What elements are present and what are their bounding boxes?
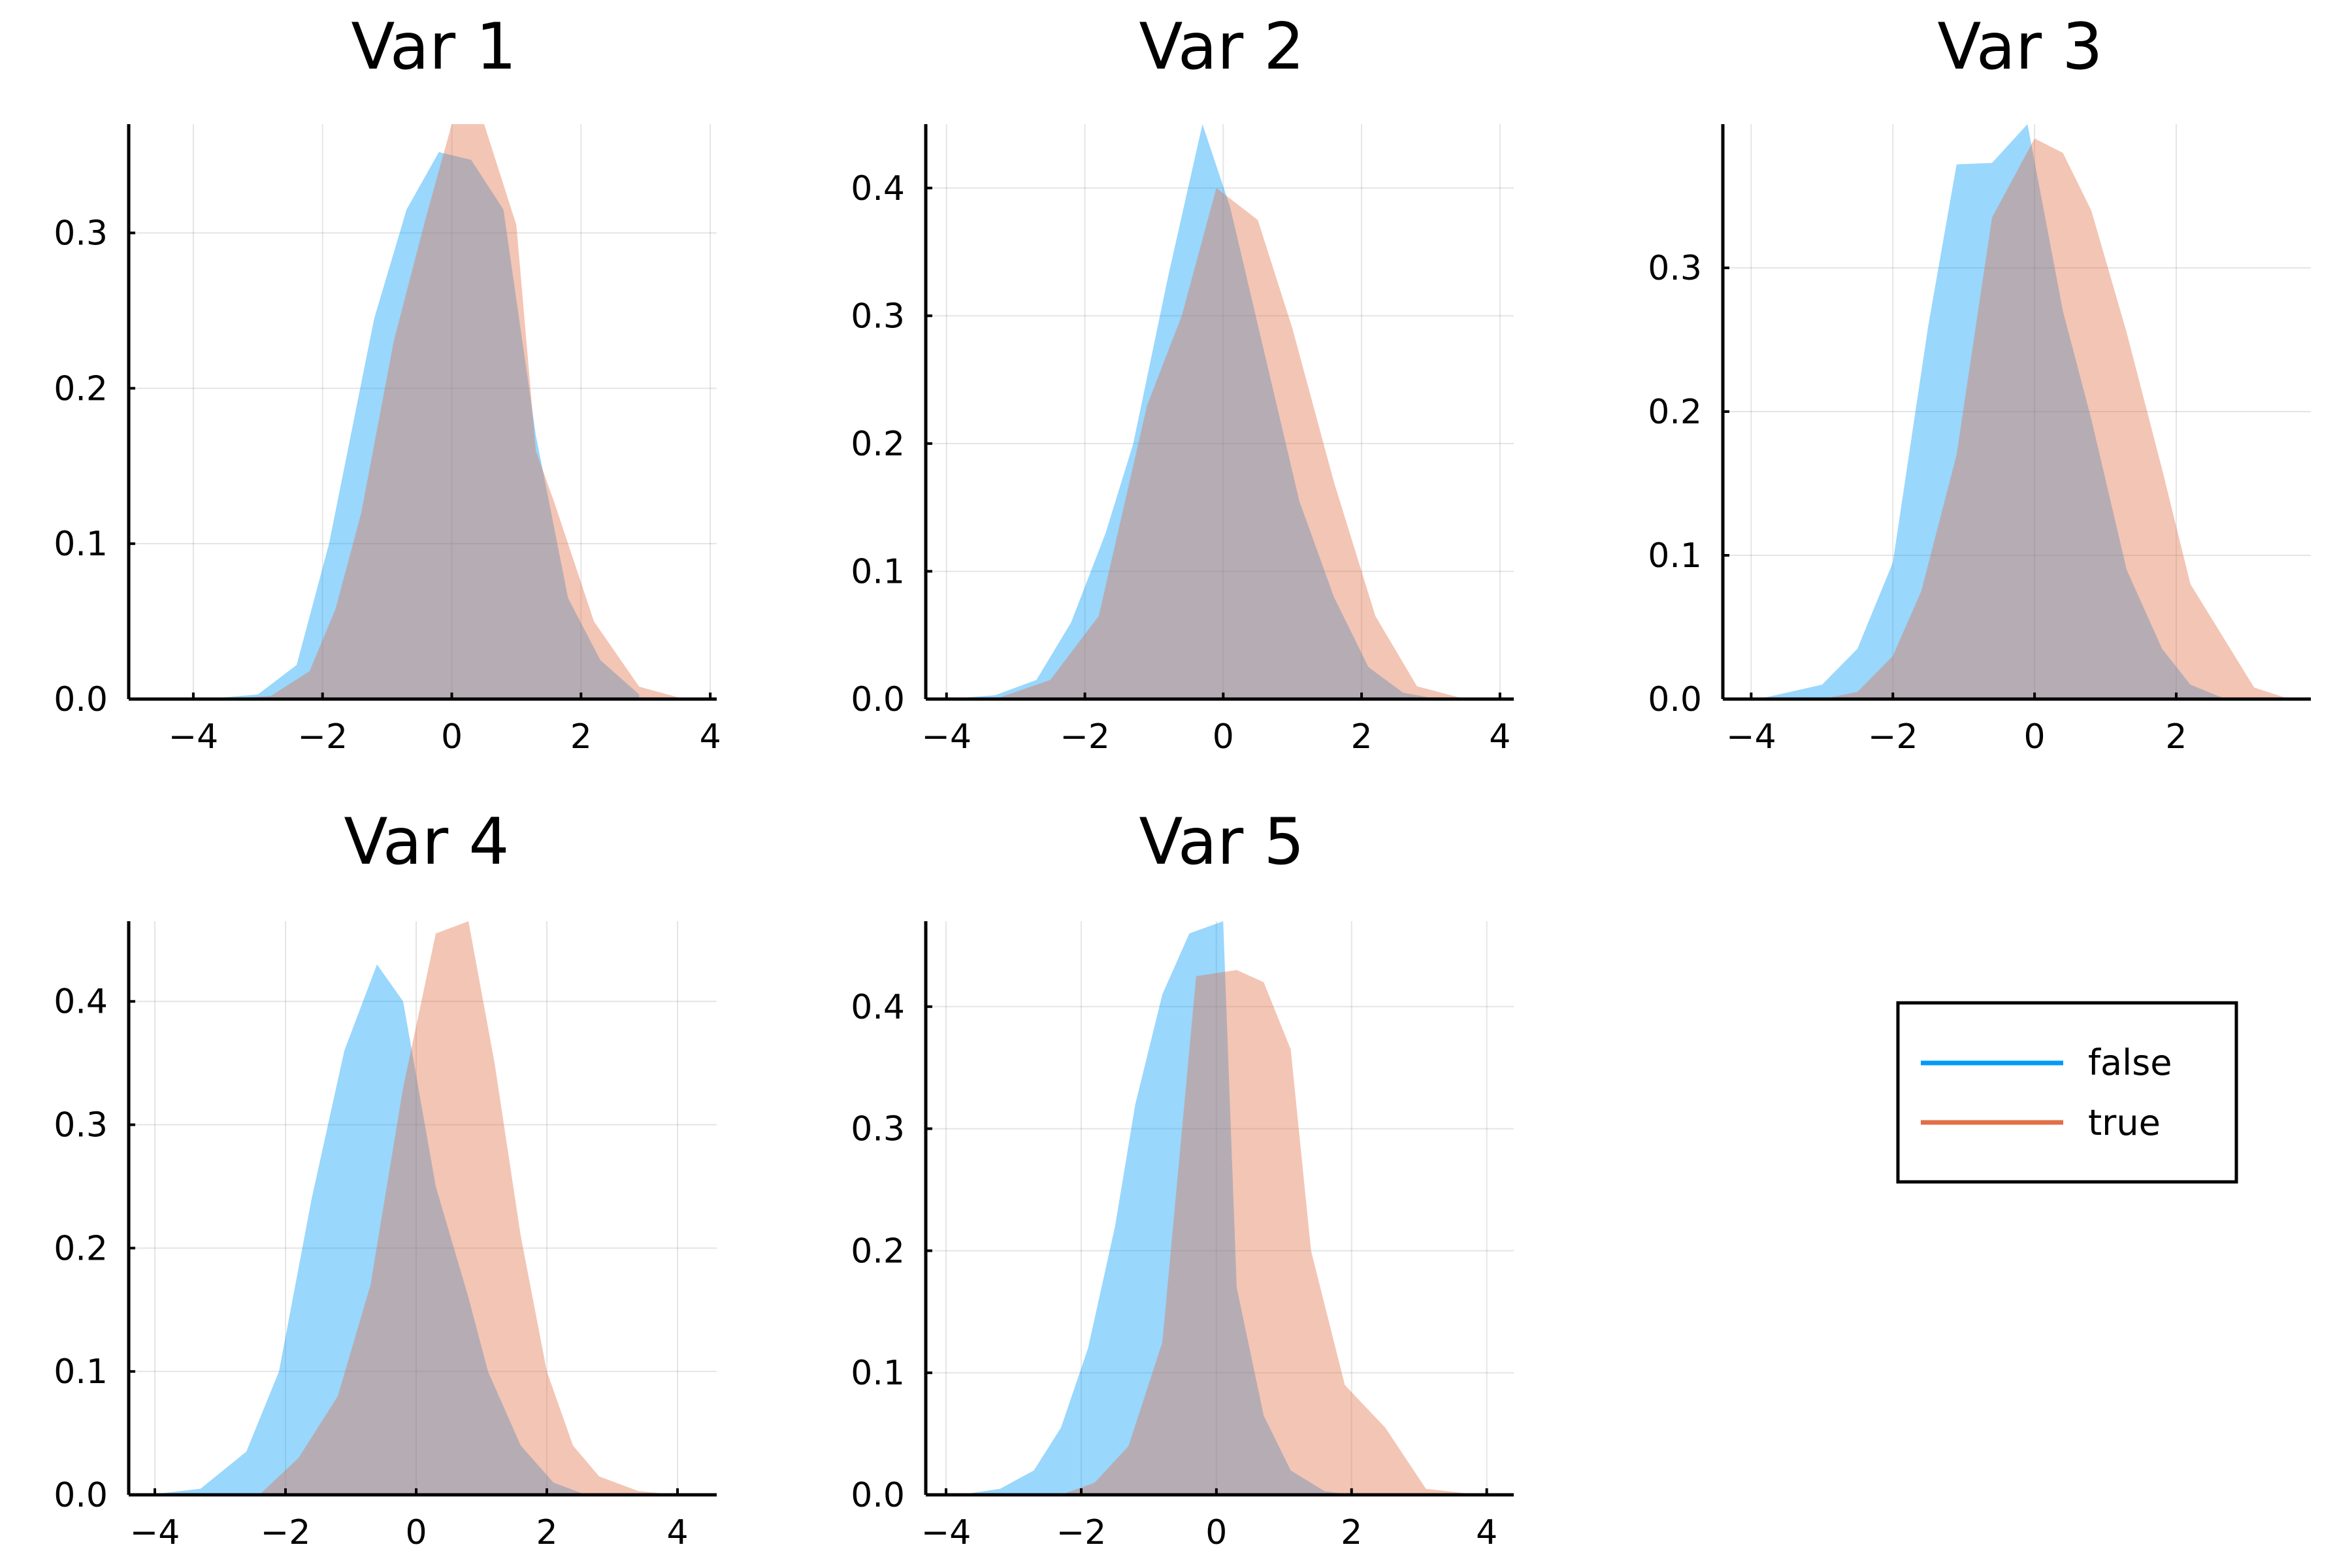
y-tick-label: 0.2: [851, 1232, 905, 1271]
y-tick-label: 0.4: [851, 988, 905, 1027]
legend-label-true: true: [2088, 1102, 2161, 1143]
legend-box: [1896, 1001, 2238, 1184]
legend: false true: [1896, 1001, 2238, 1184]
x-tick-label: −4: [1726, 717, 1776, 757]
y-tick-label: 0.1: [54, 1352, 108, 1392]
density-area-true: [994, 188, 1465, 699]
density-area-false: [1758, 124, 2226, 699]
y-tick-label: 0.0: [851, 1476, 905, 1515]
x-tick-label: −2: [1868, 717, 1918, 757]
y-tick-label: 0.4: [54, 983, 108, 1022]
x-tick-label: 2: [2165, 717, 2187, 757]
y-tick-label: 0.1: [54, 525, 108, 564]
y-tick-label: 0.1: [851, 552, 905, 591]
x-tick-label: 4: [666, 1513, 688, 1552]
x-tick-label: −4: [921, 1513, 972, 1552]
subplot-var-1: Var 1 −4 −2 0 2 4 0.0 0.1 0.2 0.3: [54, 10, 721, 757]
subplot-title: Var 3: [1937, 10, 2102, 84]
x-tick-label: −2: [1060, 717, 1110, 757]
subplot-title: Var 5: [1139, 805, 1304, 879]
y-tick-label: 0.3: [851, 297, 905, 336]
x-tick-label: 2: [1341, 1513, 1362, 1552]
y-tick-label: 0.1: [1648, 536, 1702, 576]
y-tick-label: 0.0: [54, 680, 108, 719]
subplot-title: Var 2: [1139, 10, 1304, 84]
subplot-title: Var 4: [344, 805, 509, 879]
x-tick-label: 2: [570, 717, 592, 757]
y-tick-label: 0.4: [851, 169, 905, 208]
y-tick-label: 0.3: [851, 1110, 905, 1149]
y-tick-label: 0.3: [54, 214, 108, 253]
x-tick-label: 2: [536, 1513, 557, 1552]
x-tick-label: −4: [169, 717, 219, 757]
density-area-true: [1821, 139, 2290, 699]
y-tick-label: 0.1: [851, 1354, 905, 1393]
y-tick-label: 0.3: [54, 1106, 108, 1145]
x-tick-label: −4: [921, 717, 972, 757]
subplot-title: Var 1: [351, 10, 516, 84]
subplot-var-4: Var 4 −4 −2 0 2 4 0.0 0.1 0.2 0.3 0.4: [54, 805, 717, 1552]
y-tick-label: 0.2: [54, 369, 108, 408]
y-tick-label: 0.0: [851, 680, 905, 719]
x-tick-label: 4: [1476, 1513, 1497, 1552]
x-tick-label: 4: [700, 717, 721, 757]
density-area-false: [206, 152, 640, 700]
density-area-true: [225, 124, 685, 699]
y-tick-label: 0.2: [851, 425, 905, 464]
y-tick-label: 0.0: [54, 1476, 108, 1515]
x-tick-label: −2: [261, 1513, 311, 1552]
x-tick-label: 2: [1351, 717, 1373, 757]
y-tick-label: 0.0: [1648, 680, 1702, 719]
x-tick-label: −4: [130, 1513, 180, 1552]
density-area-false: [148, 964, 586, 1495]
subplot-var-3: Var 3 −4 −2 0 2 0.0 0.1 0.2 0.3: [1648, 10, 2311, 757]
density-area-false: [959, 921, 1352, 1495]
x-tick-label: 0: [1205, 1513, 1227, 1552]
y-tick-label: 0.2: [54, 1229, 108, 1268]
density-area-false: [946, 124, 1438, 699]
x-tick-label: 0: [1213, 717, 1234, 757]
legend-label-false: false: [2088, 1042, 2172, 1083]
y-tick-label: 0.2: [1648, 393, 1702, 432]
x-tick-label: 4: [1489, 717, 1511, 757]
x-tick-label: −2: [297, 717, 348, 757]
subplot-var-5: Var 5 −4 −2 0 2 4 0.0 0.1 0.2 0.3 0.4: [851, 805, 1514, 1552]
density-area-true: [259, 921, 678, 1495]
y-tick-label: 0.3: [1648, 249, 1702, 288]
x-tick-label: 0: [405, 1513, 427, 1552]
subplot-var-2: Var 2 −4 −2 0 2 4 0.0 0.1 0.2 0.3 0.4: [851, 10, 1514, 757]
density-area-true: [1060, 970, 1480, 1495]
x-tick-label: 0: [441, 717, 463, 757]
x-tick-label: −2: [1056, 1513, 1107, 1552]
x-tick-label: 0: [2024, 717, 2046, 757]
